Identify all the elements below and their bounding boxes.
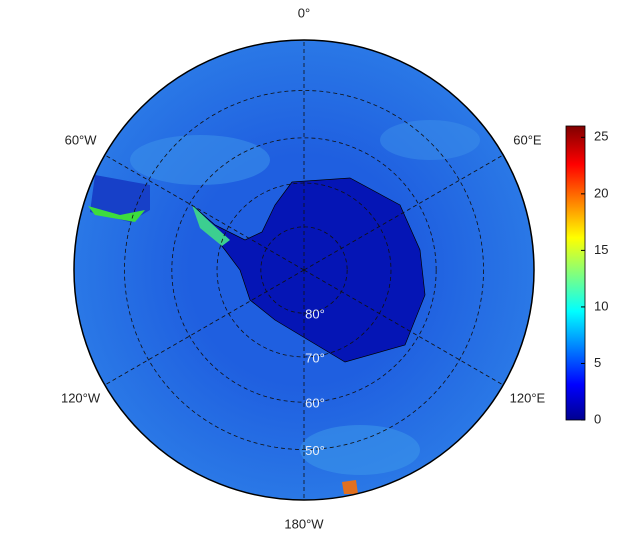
map-border [73, 39, 535, 501]
colorbar-tick-label: 15 [594, 242, 608, 257]
parallel [216, 182, 392, 358]
meridian [303, 269, 504, 386]
latitude-label: 50° [305, 443, 325, 458]
longitude-label: 120°W [61, 390, 101, 405]
parallel [171, 137, 437, 403]
parallel [260, 226, 348, 314]
longitude-label: 180°W [284, 516, 324, 531]
field-patch [130, 135, 270, 185]
longitude-label: 0° [298, 5, 310, 20]
meridian [104, 269, 305, 386]
high-value-spot [342, 480, 358, 494]
colorbar-tick-label: 25 [594, 129, 608, 144]
antarctica [191, 177, 426, 363]
longitude-label: 60°E [513, 132, 542, 147]
parallel [124, 90, 484, 450]
colorbar [565, 125, 586, 421]
colorbar-tick-label: 5 [594, 355, 601, 370]
colorbar-tick-label: 10 [594, 298, 608, 313]
meridian [104, 154, 305, 271]
meridian [303, 154, 504, 271]
high-value-edge [192, 205, 230, 246]
longitude-label: 120°E [510, 390, 546, 405]
latitude-label: 70° [305, 350, 325, 365]
longitude-label: 60°W [65, 132, 98, 147]
colorbar-tick-label: 0 [594, 411, 601, 426]
latitude-label: 80° [305, 307, 325, 322]
field-patch [380, 120, 480, 160]
high-value-edge [88, 206, 145, 222]
graticule [104, 40, 504, 500]
field-patch [300, 425, 420, 475]
latitude-label: 60° [305, 396, 325, 411]
colorbar-tick-label: 20 [594, 185, 608, 200]
